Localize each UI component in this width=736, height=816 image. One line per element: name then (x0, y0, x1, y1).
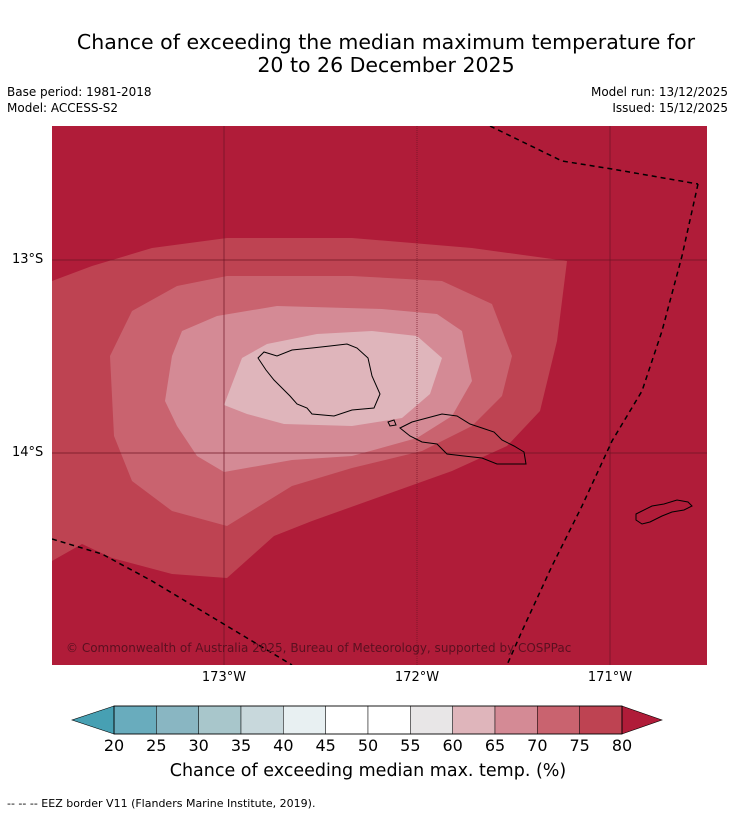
colorbar-bin-75-80 (579, 705, 623, 735)
colorbar-label: Chance of exceeding median max. temp. (%… (169, 761, 567, 781)
colorbar-tick-50: 50 (357, 736, 379, 755)
colorbar-bin-70-75 (537, 705, 580, 735)
colorbar-bin-40-45 (283, 705, 326, 735)
colorbar-tick-60: 60 (442, 736, 463, 755)
colorbar-bin-50-55 (367, 705, 411, 735)
colorbar-tick-20: 20 (103, 736, 125, 755)
lon-label-171w: 171°W (587, 670, 633, 685)
colorbar-tick-70: 70 (527, 736, 548, 755)
colorbar-under-triangle (71, 705, 115, 735)
model-run: Model run: 13/12/2025 (590, 85, 728, 99)
lat-label-13s: 13°S (12, 252, 44, 267)
colorbar-over-triangle (621, 705, 663, 735)
colorbar-bin-55-60 (410, 705, 453, 735)
island-upolu (399, 413, 527, 465)
colorbar-bin-35-40 (240, 705, 284, 735)
meta-right: Model run: 13/12/2025 Issued: 15/12/2025 (591, 84, 728, 116)
title-line-2: 20 to 26 December 2025 (257, 53, 515, 77)
eez-border-north (489, 126, 699, 185)
chart-title: Chance of exceeding the median maximum t… (0, 31, 736, 77)
colorbar-bin-65-70 (494, 705, 538, 735)
island-savaii (257, 343, 381, 417)
colorbar-tick-65: 65 (484, 736, 506, 755)
map-panel (52, 126, 707, 665)
eez-border-east (506, 183, 699, 665)
model-name: Model: ACCESS-S2 (7, 101, 119, 115)
eez-border (52, 126, 699, 665)
graticule (52, 126, 707, 665)
lon-label-172w: 172°W (394, 670, 440, 685)
issued-date: Issued: 15/12/2025 (612, 101, 728, 115)
colorbar-tick-25: 25 (146, 736, 167, 755)
copyright-notice: © Commonwealth of Australia 2025, Bureau… (66, 641, 572, 655)
eez-footnote: -- -- -- EEZ border V11 (Flanders Marine… (7, 797, 316, 810)
colorbar-tick-75: 75 (569, 736, 590, 755)
colorbar-bin-30-35 (198, 705, 242, 735)
colorbar-bin-25-30 (156, 705, 199, 735)
colorbar-bin-20-25 (113, 705, 157, 735)
colorbar-tick-40: 40 (273, 736, 294, 755)
colorbar-tick-80: 80 (611, 736, 633, 755)
colorbar-tick-55: 55 (400, 736, 421, 755)
colorbar-tick-35: 35 (230, 736, 252, 755)
lon-label-173w: 173°W (201, 670, 247, 685)
colorbar-ticks: 20 25 30 35 40 45 50 55 60 65 70 75 80 (0, 736, 736, 756)
colorbar-bin-60-65 (452, 705, 496, 735)
title-line-1: Chance of exceeding the median maximum t… (76, 30, 696, 54)
island-tutuila (635, 499, 693, 525)
meta-left: Base period: 1981-2018 Model: ACCESS-S2 (7, 84, 152, 116)
contour-60 (224, 331, 442, 426)
colorbar-tick-30: 30 (188, 736, 209, 755)
base-period: Base period: 1981-2018 (7, 85, 152, 99)
colorbar-tick-45: 45 (315, 736, 336, 755)
lat-label-14s: 14°S (12, 445, 44, 460)
colorbar-frame (113, 705, 623, 735)
eez-border-south (52, 538, 293, 665)
colorbar-bin-45-50 (325, 705, 369, 735)
island-manono (387, 419, 397, 427)
colorbar (71, 705, 663, 735)
